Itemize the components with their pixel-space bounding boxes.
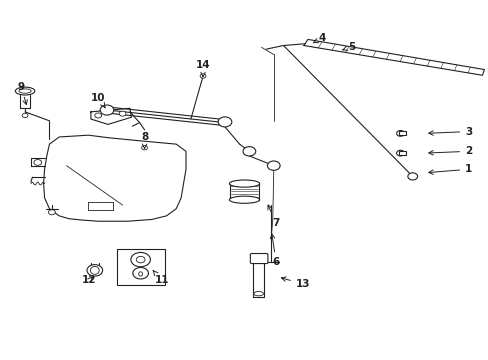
FancyBboxPatch shape bbox=[250, 253, 267, 264]
Text: 9: 9 bbox=[18, 82, 27, 104]
Ellipse shape bbox=[15, 87, 35, 95]
Circle shape bbox=[22, 113, 28, 118]
Text: 7: 7 bbox=[267, 205, 279, 228]
Ellipse shape bbox=[253, 292, 263, 296]
Circle shape bbox=[267, 161, 280, 170]
Circle shape bbox=[100, 105, 114, 115]
Text: 1: 1 bbox=[428, 164, 471, 174]
Bar bbox=[398, 151, 406, 154]
Text: 12: 12 bbox=[82, 275, 97, 285]
Ellipse shape bbox=[87, 265, 102, 276]
Text: 10: 10 bbox=[91, 93, 105, 108]
Ellipse shape bbox=[229, 196, 259, 203]
Circle shape bbox=[200, 74, 205, 78]
Circle shape bbox=[48, 210, 55, 215]
Bar bbox=[117, 249, 164, 285]
Circle shape bbox=[396, 131, 404, 136]
Circle shape bbox=[119, 111, 126, 116]
Circle shape bbox=[243, 147, 255, 156]
Text: 5: 5 bbox=[342, 42, 355, 51]
Ellipse shape bbox=[90, 266, 99, 274]
Text: 2: 2 bbox=[428, 146, 471, 156]
Text: 8: 8 bbox=[141, 132, 148, 148]
Text: 6: 6 bbox=[270, 234, 279, 267]
Circle shape bbox=[133, 267, 148, 279]
Circle shape bbox=[142, 145, 147, 150]
Circle shape bbox=[95, 113, 102, 118]
Text: 4: 4 bbox=[313, 33, 325, 43]
Polygon shape bbox=[91, 108, 131, 125]
Ellipse shape bbox=[139, 272, 142, 276]
Circle shape bbox=[396, 150, 404, 156]
Text: 11: 11 bbox=[153, 270, 168, 285]
Circle shape bbox=[407, 173, 417, 180]
Circle shape bbox=[136, 256, 145, 263]
Ellipse shape bbox=[19, 89, 31, 93]
Circle shape bbox=[218, 117, 231, 127]
Circle shape bbox=[131, 252, 150, 267]
PathPatch shape bbox=[43, 135, 185, 221]
Circle shape bbox=[34, 159, 41, 165]
Text: 3: 3 bbox=[428, 127, 471, 136]
Polygon shape bbox=[229, 184, 259, 200]
Bar bbox=[398, 131, 406, 135]
Text: 14: 14 bbox=[195, 60, 210, 77]
Polygon shape bbox=[304, 40, 484, 75]
Text: 13: 13 bbox=[281, 277, 309, 289]
Ellipse shape bbox=[229, 180, 259, 187]
